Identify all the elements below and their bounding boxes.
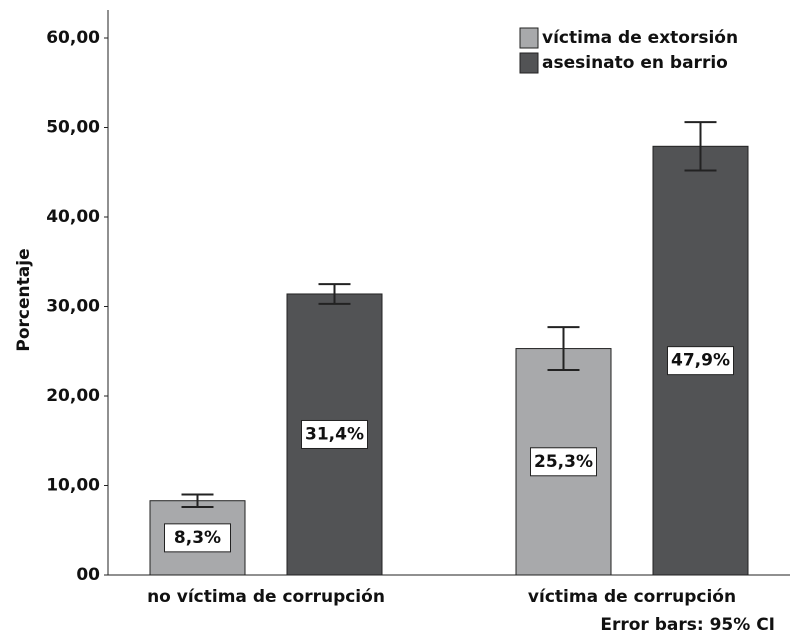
error-bar <box>547 326 580 372</box>
legend-label: asesinato en barrio <box>542 53 728 73</box>
value-label: 8,3% <box>174 528 221 548</box>
y-tick-label: 60,00 <box>46 28 100 48</box>
value-label-box <box>667 346 734 376</box>
value-label-box <box>530 447 597 477</box>
y-tick-label: 10,00 <box>46 476 100 496</box>
value-label-box <box>164 523 231 553</box>
y-tick-label: 30,00 <box>46 297 100 317</box>
value-label-box <box>301 419 368 449</box>
y-axis-label: Porcentaje <box>14 248 34 351</box>
y-tick-label: 40,00 <box>46 207 100 227</box>
error-bar <box>181 493 214 508</box>
error-bar <box>318 283 351 305</box>
x-tick-label: no víctima de corrupción <box>147 587 385 607</box>
y-tick-label: 00 <box>76 565 100 585</box>
legend-swatch <box>519 27 539 49</box>
x-tick-label: víctima de corrupción <box>528 587 736 607</box>
error-bar <box>684 121 717 172</box>
value-label: 25,3% <box>534 452 593 472</box>
legend-swatch <box>519 52 539 74</box>
value-label: 31,4% <box>305 424 364 444</box>
legend-label: víctima de extorsión <box>542 28 738 48</box>
y-tick-label: 20,00 <box>46 386 100 406</box>
y-tick-label: 50,00 <box>46 118 100 138</box>
note: Error bars: 95% CI <box>600 615 775 635</box>
value-label: 47,9% <box>671 351 730 371</box>
